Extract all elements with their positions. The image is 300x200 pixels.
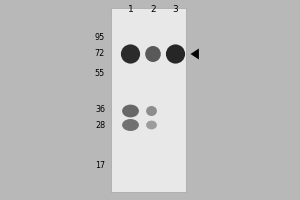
Ellipse shape	[121, 44, 140, 64]
Text: 2: 2	[150, 5, 156, 14]
Ellipse shape	[166, 44, 185, 64]
Text: 95: 95	[95, 32, 105, 42]
Text: 28: 28	[95, 120, 105, 130]
Text: 3: 3	[172, 5, 178, 14]
Ellipse shape	[146, 121, 157, 129]
Ellipse shape	[145, 46, 161, 62]
Bar	[111, 8, 186, 192]
Text: 55: 55	[95, 68, 105, 77]
Ellipse shape	[122, 105, 139, 117]
Ellipse shape	[146, 106, 157, 116]
Text: 36: 36	[95, 104, 105, 114]
Text: 1: 1	[128, 5, 134, 14]
Polygon shape	[190, 48, 199, 60]
Text: 72: 72	[95, 49, 105, 58]
Text: 17: 17	[95, 160, 105, 170]
Ellipse shape	[122, 119, 139, 131]
